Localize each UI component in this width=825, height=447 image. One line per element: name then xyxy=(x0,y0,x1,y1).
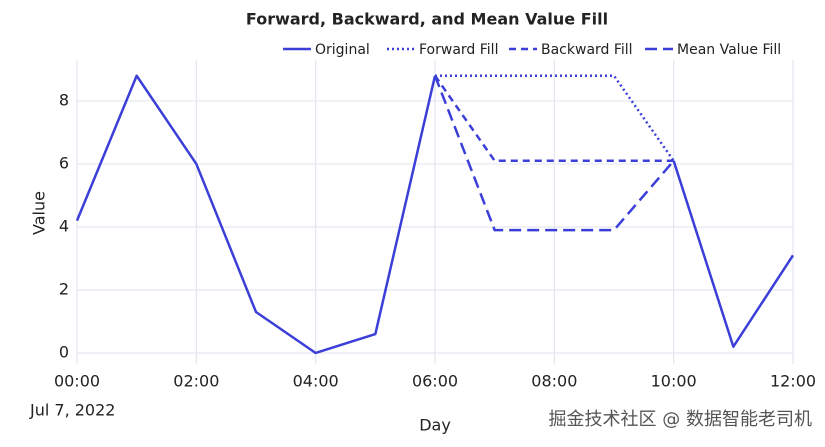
series-line xyxy=(75,74,795,355)
y-axis-title: Value xyxy=(30,191,49,235)
series-line xyxy=(433,75,675,232)
x-tick-label: 04:00 xyxy=(293,372,339,391)
y-tick-label: 0 xyxy=(59,342,69,361)
legend-label: Backward Fill xyxy=(541,42,633,58)
x-tick-label: 06:00 xyxy=(412,372,458,391)
series-line xyxy=(433,75,674,163)
y-tick-label: 6 xyxy=(59,153,69,172)
x-tick-label: 12:00 xyxy=(770,372,816,391)
x-axis-title: Day xyxy=(419,416,451,435)
x-tick-label: 02:00 xyxy=(173,372,219,391)
x-sublabel: Jul 7, 2022 xyxy=(29,401,115,420)
y-tick-label: 8 xyxy=(59,90,69,109)
y-tick-label: 4 xyxy=(59,216,69,235)
x-tick-label: 00:00 xyxy=(54,372,100,391)
y-tick-label: 2 xyxy=(59,279,69,298)
x-tick-label: 10:00 xyxy=(651,372,697,391)
watermark: 掘金技术社区 @ 数据智能老司机 xyxy=(549,409,812,430)
legend-label: Forward Fill xyxy=(419,42,498,58)
legend-label: Original xyxy=(315,42,370,58)
legend-label: Mean Value Fill xyxy=(677,42,781,58)
chart-title: Forward, Backward, and Mean Value Fill xyxy=(246,10,608,29)
x-tick-label: 08:00 xyxy=(531,372,577,391)
